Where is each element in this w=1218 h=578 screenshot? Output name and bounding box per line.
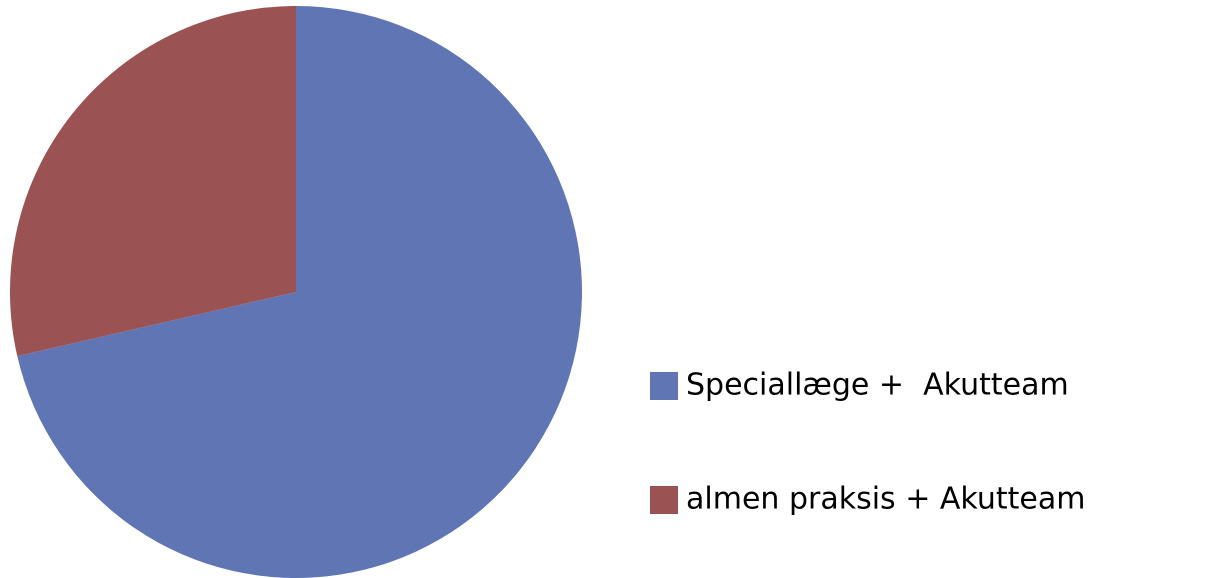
legend-label: almen praksis + Akutteam [686, 482, 1085, 517]
pie-slice [17, 6, 583, 578]
legend-label: Speciallæge + Akutteam [686, 368, 1069, 403]
legend-swatch [650, 486, 678, 514]
pie-slice [10, 6, 297, 357]
legend-swatch [650, 372, 678, 400]
